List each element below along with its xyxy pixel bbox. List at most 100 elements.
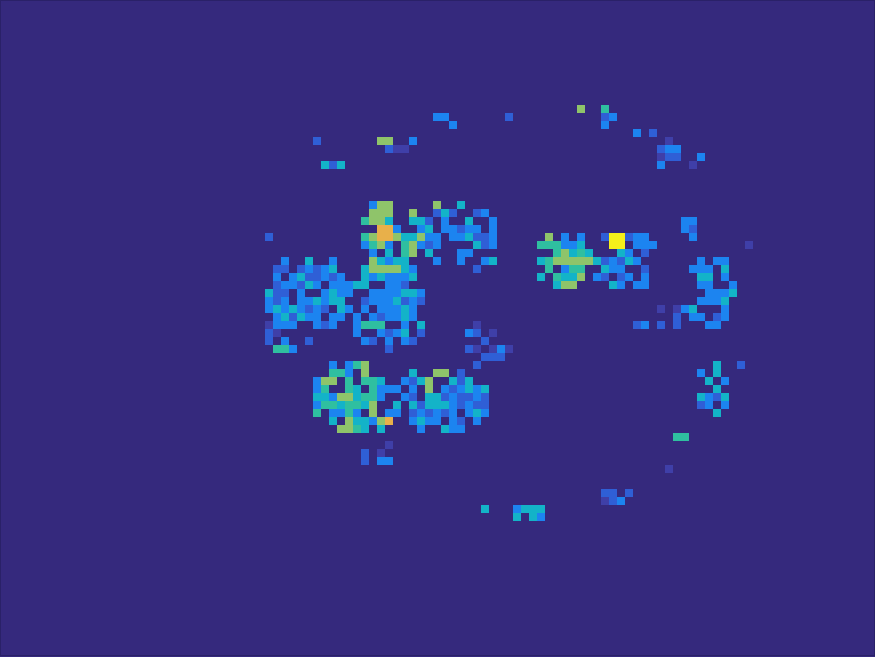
heatmap-cell (713, 313, 721, 321)
heatmap-cell (665, 137, 673, 145)
heatmap-cell (289, 313, 297, 321)
heatmap-cell (361, 401, 369, 409)
heatmap-cell (569, 281, 577, 289)
heatmap-cell (369, 417, 377, 425)
heatmap-cell (377, 257, 385, 265)
heatmap-cell (641, 249, 649, 257)
heatmap-cell (393, 305, 401, 313)
heatmap-cell (345, 409, 353, 417)
heatmap-cell (377, 329, 385, 337)
heatmap-cell (353, 321, 361, 329)
heatmap-cell (369, 393, 377, 401)
heatmap-cell (417, 409, 425, 417)
heatmap-cell (377, 273, 385, 281)
heatmap-cell (409, 265, 417, 273)
heatmap-cell (409, 233, 417, 241)
heatmap-cell (457, 369, 465, 377)
heatmap-cell (401, 233, 409, 241)
heatmap-cell (425, 225, 433, 233)
heatmap-cell (417, 233, 425, 241)
heatmap-cell (473, 233, 481, 241)
heatmap-cell (329, 257, 337, 265)
heatmap-cell (641, 273, 649, 281)
heatmap-cell (633, 233, 641, 241)
heatmap-cell (697, 297, 705, 305)
heatmap-cell (297, 305, 305, 313)
heatmap-cell (577, 273, 585, 281)
heatmap-cell (409, 249, 417, 257)
heatmap-cell (361, 281, 369, 289)
heatmap-cell (393, 225, 401, 233)
heatmap-cell (305, 313, 313, 321)
heatmap-cell (417, 321, 425, 329)
heatmap-cell (273, 305, 281, 313)
heatmap-cell (673, 305, 681, 313)
heatmap-cell (337, 313, 345, 321)
heatmap-cell (601, 105, 609, 113)
heatmap-cell (705, 321, 713, 329)
heatmap-cell (689, 225, 697, 233)
heatmap-cell (457, 417, 465, 425)
heatmap-cell (545, 265, 553, 273)
heatmap-cell (361, 417, 369, 425)
heatmap-cell (417, 401, 425, 409)
heatmap-cell (449, 385, 457, 393)
heatmap-cell (577, 257, 585, 265)
heatmap-cell (393, 145, 401, 153)
heatmap-cell (393, 329, 401, 337)
heatmap-cell (489, 241, 497, 249)
heatmap-cell (417, 289, 425, 297)
heatmap-cell (265, 305, 273, 313)
heatmap-cell (649, 241, 657, 249)
heatmap-cell (601, 497, 609, 505)
heatmap-cell (305, 305, 313, 313)
heatmap-cell (361, 297, 369, 305)
heatmap-cell (353, 329, 361, 337)
heatmap-cell (657, 153, 665, 161)
heatmap-cell (305, 265, 313, 273)
heatmap-cell (601, 489, 609, 497)
heatmap-cell (297, 265, 305, 273)
heatmap-cell (609, 497, 617, 505)
heatmap-cell (313, 409, 321, 417)
heatmap-cell (281, 281, 289, 289)
heatmap-cell (697, 257, 705, 265)
heatmap-cell (361, 449, 369, 457)
heatmap-cell (321, 393, 329, 401)
heatmap-cell (697, 273, 705, 281)
heatmap-cell (641, 265, 649, 273)
heatmap-cell (281, 337, 289, 345)
heatmap-cell (329, 361, 337, 369)
heatmap-cell (401, 289, 409, 297)
heatmap-cell (657, 161, 665, 169)
heatmap-cell (561, 257, 569, 265)
heatmap-cell (345, 305, 353, 313)
heatmap-cell (417, 425, 425, 433)
heatmap-cell (569, 257, 577, 265)
heatmap-cell (329, 321, 337, 329)
heatmap-cell (489, 353, 497, 361)
heatmap-cell (377, 313, 385, 321)
heatmap-cell (369, 401, 377, 409)
heatmap-cell (721, 273, 729, 281)
heatmap-cell (305, 297, 313, 305)
heatmap-cell (401, 321, 409, 329)
heatmap-cell (377, 385, 385, 393)
heatmap-cell (481, 401, 489, 409)
heatmap-cell (273, 329, 281, 337)
heatmap-cell (417, 241, 425, 249)
heatmap-cell (345, 393, 353, 401)
heatmap-cell (369, 233, 377, 241)
heatmap-cell (385, 241, 393, 249)
heatmap-cell (465, 393, 473, 401)
heatmap-cell (337, 273, 345, 281)
heatmap-cell (545, 233, 553, 241)
heatmap-cell (601, 265, 609, 273)
heatmap-cell (393, 233, 401, 241)
heatmap-cell (337, 161, 345, 169)
heatmap-cell (713, 385, 721, 393)
heatmap-cell (361, 233, 369, 241)
heatmap-cell (393, 281, 401, 289)
heatmap-cell (369, 265, 377, 273)
heatmap-cell (569, 241, 577, 249)
